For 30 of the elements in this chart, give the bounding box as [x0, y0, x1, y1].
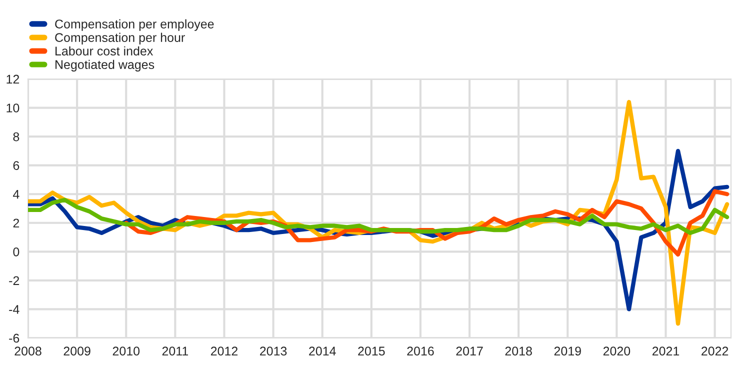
y-tick-label: 12 — [6, 74, 20, 84]
line-series — [28, 198, 730, 236]
x-tick-label: 2018 — [505, 346, 532, 356]
y-tick-label: 6 — [13, 161, 20, 170]
x-tick-label: 2010 — [112, 346, 140, 356]
y-tick-label: -2 — [9, 276, 20, 285]
x-tick-label: 2014 — [309, 346, 336, 356]
x-tick-label: 2022 — [702, 346, 728, 356]
y-tick-label: 4 — [13, 190, 20, 199]
x-tick-label: 2011 — [162, 346, 188, 356]
x-tick-label: 2009 — [64, 346, 90, 356]
x-tick-label: 2012 — [210, 346, 238, 356]
legend-label: Compensation per employee — [55, 19, 214, 31]
y-tick-label: 0 — [13, 247, 20, 256]
y-tick-label: 2 — [13, 218, 20, 228]
legend-label: Labour cost index — [56, 46, 154, 56]
legend-label: Compensation per hour — [55, 32, 185, 44]
x-tick-label: 2020 — [603, 346, 630, 356]
x-tick-label: 2019 — [554, 346, 581, 356]
legend-label: Negotiated wages — [56, 60, 154, 72]
x-tick-label: 2017 — [456, 346, 483, 356]
x-tick-label: 2013 — [260, 346, 287, 356]
y-tick-label: -4 — [9, 305, 20, 314]
x-tick-label: 2016 — [407, 346, 434, 356]
y-tick-label: -6 — [9, 334, 20, 343]
x-tick-label: 2008 — [14, 346, 42, 356]
x-tick-label: 2015 — [358, 346, 385, 356]
y-tick-label: 8 — [13, 132, 20, 142]
x-tick-label: 2021 — [652, 346, 680, 356]
y-tick-label: 10 — [6, 104, 20, 112]
